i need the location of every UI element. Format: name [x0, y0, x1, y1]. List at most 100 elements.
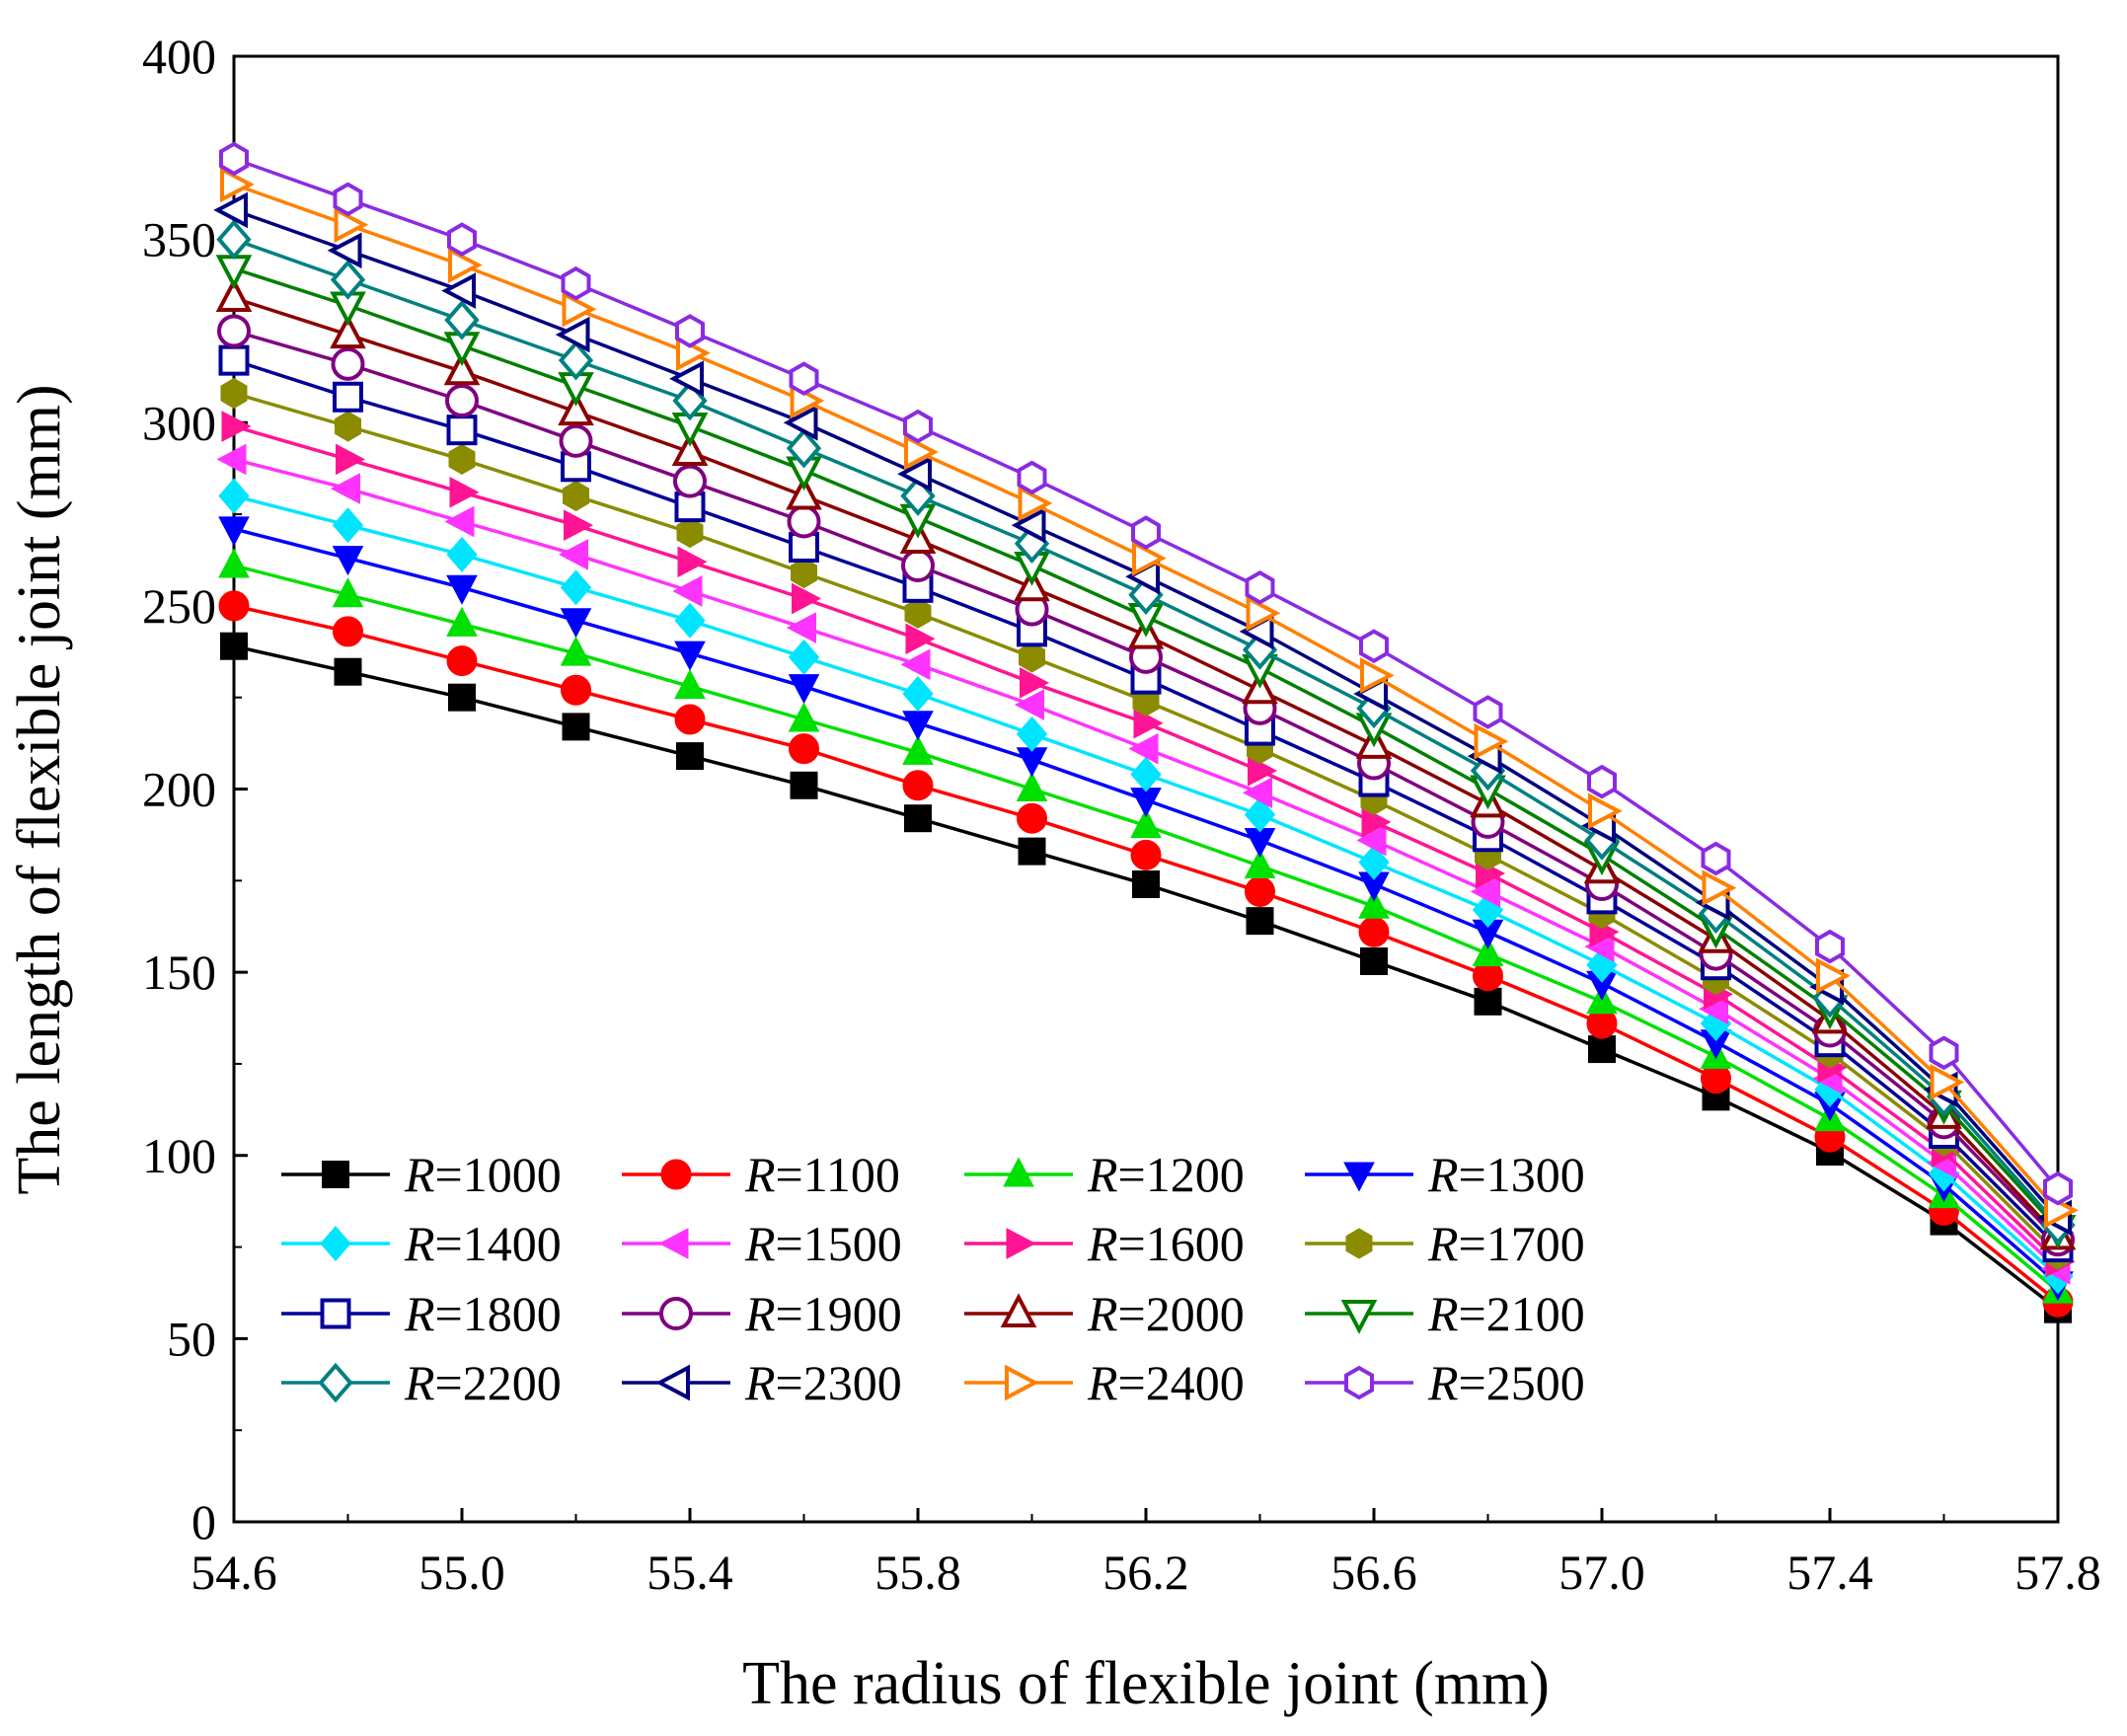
data-point	[1011, 506, 1046, 544]
data-point	[219, 141, 249, 177]
data-point	[446, 536, 478, 572]
legend-label: R=1300	[1427, 1147, 1585, 1202]
legend-label-value: =1600	[1118, 1216, 1245, 1271]
data-point	[1246, 907, 1274, 936]
x-tick-label: 55.0	[418, 1545, 505, 1600]
legend-label: R=1400	[404, 1216, 562, 1271]
x-tick-label: 55.4	[646, 1545, 733, 1600]
legend-label-symbol: R	[404, 1286, 435, 1341]
data-point	[788, 639, 820, 675]
data-point	[2043, 1170, 2073, 1206]
legend-item: R=2000	[964, 1286, 1245, 1341]
data-point	[330, 260, 366, 300]
y-tick-label: 300	[142, 395, 216, 450]
data-point	[676, 517, 704, 549]
data-point	[1587, 764, 1617, 799]
data-point	[559, 423, 593, 458]
legend-label: R=1600	[1087, 1216, 1245, 1271]
data-point	[1020, 666, 1050, 699]
data-point	[334, 657, 362, 686]
data-point	[674, 641, 706, 671]
data-point	[1244, 848, 1276, 878]
legend-label-symbol: R	[404, 1216, 435, 1271]
legend-label-symbol: R	[1427, 1355, 1459, 1410]
data-point	[1130, 808, 1162, 839]
data-point	[1472, 937, 1504, 967]
data-point	[1132, 540, 1167, 576]
data-point	[787, 504, 821, 539]
x-tick-label: 55.8	[874, 1545, 961, 1600]
legend-label: R=2500	[1427, 1355, 1585, 1410]
data-point	[1132, 870, 1160, 899]
legend-label: R=1900	[744, 1286, 902, 1341]
data-point	[1016, 716, 1048, 752]
data-point	[676, 742, 704, 771]
legend-marker	[320, 1298, 351, 1329]
x-tick-label: 57.8	[2014, 1545, 2101, 1600]
data-point	[216, 443, 247, 476]
series-r-2500	[219, 141, 2073, 1206]
y-tick-label: 400	[142, 29, 216, 84]
data-point	[669, 360, 704, 398]
data-point	[786, 475, 822, 510]
x-tick-label: 57.4	[1786, 1545, 1873, 1600]
data-point	[1588, 1035, 1616, 1064]
data-point	[903, 409, 933, 444]
data-point	[1248, 755, 1278, 787]
legend-item: R=1000	[281, 1147, 562, 1202]
data-point	[1588, 793, 1623, 830]
data-point	[1244, 796, 1276, 833]
data-point	[904, 804, 932, 833]
data-point	[1358, 844, 1390, 880]
data-point	[1702, 869, 1737, 907]
data-point	[330, 473, 360, 504]
data-point	[673, 464, 707, 498]
data-point	[1816, 957, 1851, 995]
data-point	[1474, 987, 1502, 1016]
data-point	[558, 340, 594, 381]
data-point	[786, 612, 816, 643]
legend-label: R=2000	[1087, 1286, 1245, 1341]
y-tick-label: 0	[191, 1494, 216, 1549]
data-point	[560, 608, 592, 639]
data-point	[1358, 888, 1390, 919]
data-point	[1470, 875, 1500, 908]
legend-label: R=1100	[744, 1147, 900, 1202]
data-point	[783, 404, 818, 441]
data-point	[672, 575, 703, 607]
data-point	[790, 771, 818, 799]
series-r-1600	[221, 411, 2076, 1278]
legend-marker	[1006, 1228, 1036, 1259]
legend-marker	[1345, 1228, 1373, 1259]
data-point	[218, 590, 250, 622]
legend-item: R=1500	[622, 1216, 902, 1271]
data-point	[905, 623, 936, 655]
legend-label-symbol: R	[1427, 1216, 1459, 1271]
x-tick-label: 54.6	[190, 1545, 277, 1600]
legend-item: R=1900	[622, 1286, 902, 1341]
data-point	[671, 431, 709, 466]
legend-label-value: =2200	[435, 1355, 562, 1410]
data-point	[560, 569, 592, 606]
data-point	[444, 505, 475, 538]
data-point	[446, 574, 478, 605]
data-point	[1360, 657, 1395, 694]
data-point	[786, 427, 822, 469]
legend-item: R=2300	[622, 1355, 902, 1410]
data-point	[1929, 1035, 1959, 1071]
legend-label-value: =1700	[1459, 1216, 1585, 1271]
legend-label-symbol: R	[744, 1216, 776, 1271]
legend-item: R=1400	[281, 1216, 562, 1271]
data-point	[335, 411, 361, 442]
legend-item: R=1200	[964, 1147, 1245, 1202]
data-point	[677, 546, 708, 578]
data-point	[333, 182, 363, 217]
legend-marker	[1003, 1157, 1034, 1187]
legend-marker	[1343, 1162, 1375, 1192]
data-point	[447, 222, 477, 257]
data-point	[446, 606, 478, 637]
data-point	[561, 265, 591, 301]
data-point	[902, 770, 934, 801]
legend-label-value: =2500	[1459, 1355, 1585, 1410]
legend-label: R=1200	[1087, 1147, 1245, 1202]
